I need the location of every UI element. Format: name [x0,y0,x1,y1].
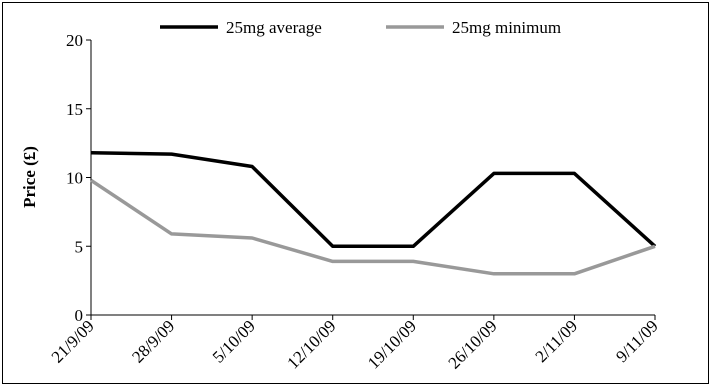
y-tick-label: 5 [75,237,84,256]
x-tick-label: 28/9/09 [128,316,178,366]
series-line-25mg-average [90,150,657,249]
legend: 25mg average 25mg minimum [160,18,561,37]
y-tick-label: 15 [66,100,83,119]
x-tick-label: 19/10/09 [364,316,420,372]
series-line-25mg-minimum [90,178,656,276]
x-axis-ticks: 21/9/09 28/9/09 5/10/09 12/10/09 19/10/09 26/… [48,315,662,373]
y-axis-title: Price (£) [20,146,39,208]
x-tick-label: 26/10/09 [445,316,501,372]
x-tick-label: 9/11/09 [612,316,662,366]
y-tick-label: 20 [66,31,83,50]
x-tick-label: 5/10/09 [209,316,259,366]
y-tick-label: 0 [75,306,84,325]
legend-label-25mg-minimum: 25mg minimum [452,18,561,37]
y-tick-label: 10 [66,169,83,188]
legend-label-25mg-average: 25mg average [226,18,322,37]
series-lines [90,150,657,276]
x-tick-label: 21/9/09 [48,316,98,366]
x-tick-label: 2/11/09 [532,316,582,366]
y-axis-ticks: 0 5 10 15 20 [66,31,91,325]
x-tick-label: 12/10/09 [283,316,339,372]
